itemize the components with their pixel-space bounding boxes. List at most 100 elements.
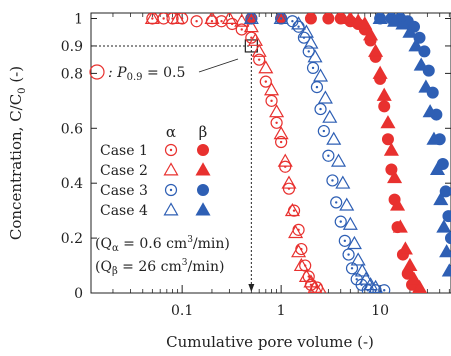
data-point <box>293 257 309 272</box>
annotation-guides <box>91 39 258 292</box>
data-point <box>358 271 374 285</box>
y-tick-label: 0.9 <box>61 39 83 55</box>
data-point <box>245 31 258 44</box>
flow-note-alpha: (Qα = 0.6 cm3/min) <box>95 235 230 254</box>
axis-ticks: 0 0.2 0.4 0.6 0.8 0.9 1 0.1 1 10 <box>61 11 451 319</box>
data-point <box>298 268 314 283</box>
data-point <box>330 196 343 209</box>
legend-case-3: Case 3 <box>100 183 148 199</box>
data-point <box>395 16 411 30</box>
data-point <box>304 13 317 25</box>
y-tick-label: 0.8 <box>61 66 83 82</box>
data-point <box>291 244 307 258</box>
data-point <box>282 182 296 195</box>
y-axis-label-unit: (-) <box>7 66 25 88</box>
data-point <box>345 262 359 275</box>
data-point <box>339 197 355 211</box>
data-point <box>312 68 329 82</box>
legend-marker-beta <box>195 162 211 176</box>
y-tick-label: 0 <box>74 286 83 302</box>
data-point <box>381 133 394 146</box>
data-point <box>342 248 355 261</box>
data-point <box>346 235 362 250</box>
data-point <box>342 13 358 24</box>
data-point <box>251 43 267 57</box>
y-axis-label-main: Concentration, C/C <box>7 94 25 240</box>
data-point <box>247 32 263 46</box>
data-point <box>310 81 324 94</box>
data-point <box>362 27 379 41</box>
data-point <box>406 271 422 285</box>
data-point <box>326 131 342 145</box>
legend-marker-beta <box>197 184 209 196</box>
data-point <box>334 215 347 228</box>
data-point <box>253 53 266 66</box>
y-tick-label: 1 <box>74 11 83 27</box>
data-point <box>439 244 451 258</box>
data-point <box>281 175 297 189</box>
y-tick-label: 0.4 <box>61 176 83 192</box>
flow-alpha-sup: 3 <box>187 235 193 245</box>
data-point <box>273 13 289 24</box>
data-point <box>307 49 323 63</box>
data-point <box>439 185 451 198</box>
flow-beta-close: /min) <box>187 259 224 275</box>
annotation-pointer-line <box>198 58 239 73</box>
data-point <box>426 131 442 145</box>
data-point <box>204 13 220 24</box>
data-point <box>383 142 399 156</box>
legend-marker-alpha <box>163 162 179 176</box>
data-point <box>387 13 403 27</box>
data-point <box>275 135 288 149</box>
data-point <box>144 13 160 24</box>
data-point <box>372 65 388 79</box>
data-point <box>317 124 330 138</box>
x-axis-label: Cumulative pore volume (-) <box>166 333 374 351</box>
data-point <box>317 90 333 104</box>
data-point <box>314 282 327 293</box>
data-point <box>303 35 319 49</box>
legend-marker-alpha <box>164 143 178 157</box>
data-point <box>402 24 418 38</box>
data-point <box>245 13 258 25</box>
data-point <box>372 13 388 24</box>
data-point <box>234 13 250 27</box>
flow-beta-open: (Q <box>95 259 112 275</box>
data-point <box>411 279 428 293</box>
data-point <box>279 160 292 173</box>
data-point <box>322 149 335 162</box>
legend-case-4: Case 4 <box>100 203 148 219</box>
data-point <box>322 13 335 25</box>
p09-arrow-head <box>248 284 255 292</box>
series-8 <box>372 13 451 277</box>
data-point <box>392 219 408 233</box>
y-axis-label-sub: 0 <box>17 87 28 93</box>
data-point <box>380 115 396 129</box>
legend-case-1: Case 1 <box>100 143 148 159</box>
data-point <box>314 102 327 116</box>
flow-alpha-sub: α <box>112 243 119 254</box>
legend-marker-beta <box>195 202 211 216</box>
flow-beta-text: = 26 cm <box>118 259 182 275</box>
y-axis-label: Concentration, C/C0 (-) <box>7 66 28 240</box>
data-point <box>429 161 446 175</box>
data-point <box>275 13 288 25</box>
data-point <box>390 197 406 211</box>
plot-frame <box>90 12 451 294</box>
x-tick-label: 10 <box>371 303 389 319</box>
data-point <box>235 23 248 36</box>
data-point <box>269 104 285 118</box>
data-point <box>436 219 451 233</box>
data-point <box>445 232 451 245</box>
annotation-prefix: : P <box>108 65 127 81</box>
data-point <box>291 16 307 30</box>
series-3 <box>144 13 327 293</box>
data-point <box>442 210 451 223</box>
data-point <box>258 60 274 74</box>
data-point <box>265 94 278 107</box>
data-point <box>221 13 237 24</box>
data-point <box>288 224 304 239</box>
data-point <box>273 126 289 140</box>
data-point <box>433 191 449 206</box>
